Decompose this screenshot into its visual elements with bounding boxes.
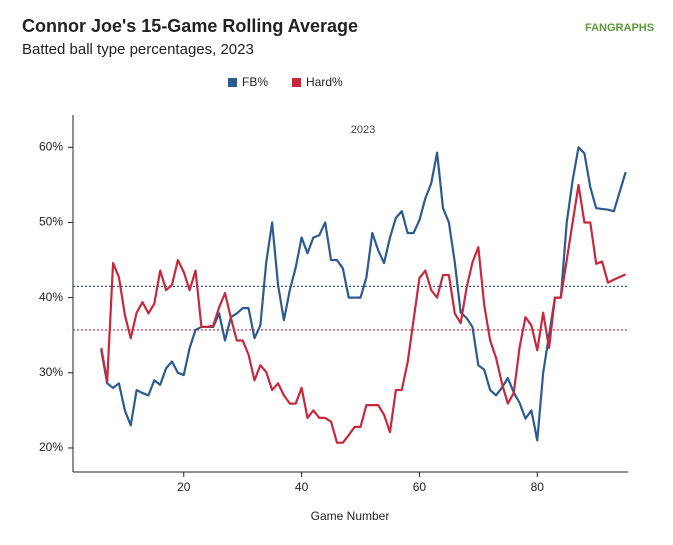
y-tick-label: 20% [39, 440, 63, 454]
x-tick-label: 40 [295, 480, 309, 494]
x-axis-label: Game Number [311, 509, 390, 523]
chart-subtitle: Batted ball type percentages, 2023 [22, 41, 254, 58]
legend-swatch [228, 78, 237, 87]
x-tick-label: 80 [531, 480, 545, 494]
legend-label: Hard% [306, 75, 343, 89]
x-tick-label: 60 [413, 480, 427, 494]
series-line [100, 146, 627, 442]
y-tick-label: 60% [39, 139, 63, 153]
annotation: 2023 [351, 124, 375, 136]
chart-title: Connor Joe's 15-Game Rolling Average [22, 16, 358, 36]
legend-label: FB% [242, 75, 268, 89]
legend-swatch [292, 78, 301, 87]
y-tick-label: 40% [39, 290, 63, 304]
x-tick-label: 20 [177, 480, 191, 494]
logo: FANGRAPHS [585, 22, 654, 34]
y-tick-label: 30% [39, 365, 63, 379]
y-tick-label: 50% [39, 215, 63, 229]
series-line [100, 183, 627, 444]
